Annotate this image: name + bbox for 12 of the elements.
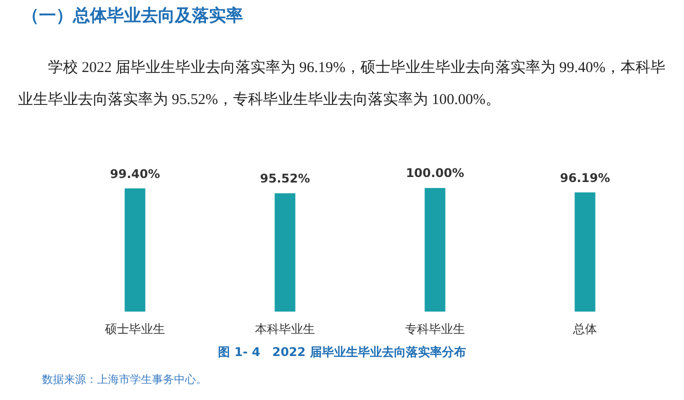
- caption: 图 1- 4 2022 届毕业生毕业去向落实率分布: [217, 344, 467, 361]
- source-note: 数据来源：上海市学生事务中心。: [42, 372, 207, 387]
- x-tick-label: 本科毕业生: [255, 322, 315, 336]
- x-tick-label: 硕士毕业生: [104, 322, 165, 336]
- chart-title: （一）总体毕业去向及落实率: [22, 5, 243, 27]
- x-tick-label: 总体: [572, 322, 597, 336]
- chart-subtitle: 学校 2022 届毕业生毕业去向落实率为 96.19%，硕士毕业生毕业去向落实率为 99.40%，本科毕业生毕业去向落实率为 95.52%，专科毕业生毕业去向落实率为 100.00%。: [18, 58, 666, 110]
- data-label: 100.00%: [406, 166, 464, 180]
- data-label: 99.40%: [110, 166, 160, 181]
- data-label: 96.19%: [560, 170, 610, 185]
- data-label: 95.52%: [260, 172, 310, 186]
- x-tick-label: 专科毕业生: [405, 322, 465, 336]
